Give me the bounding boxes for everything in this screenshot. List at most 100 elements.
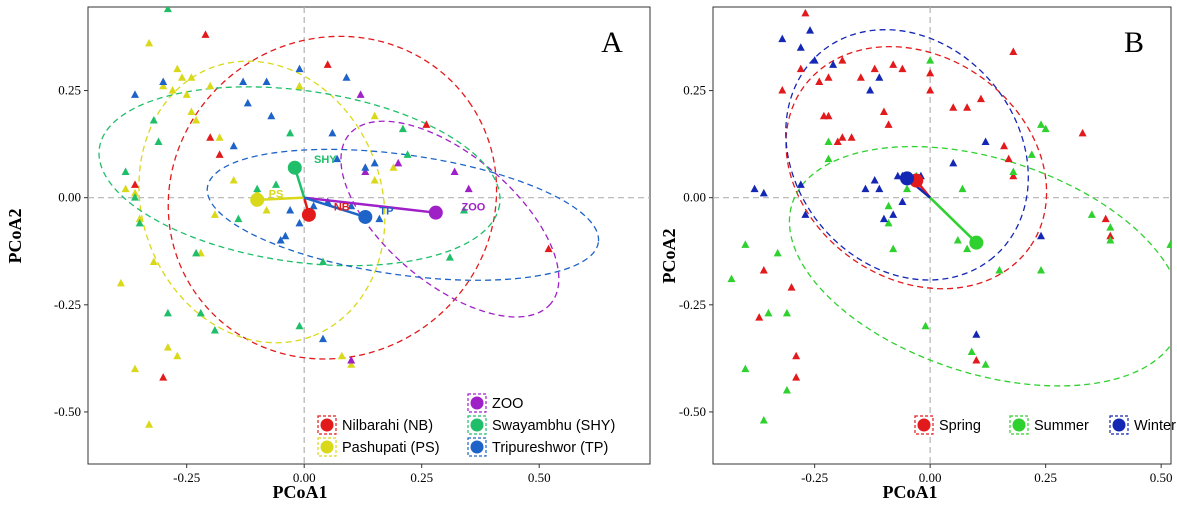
data-point xyxy=(173,64,182,73)
ellipse xyxy=(206,148,600,281)
centroid-marker xyxy=(358,209,373,224)
data-point xyxy=(755,313,764,321)
x-tick-label: 0.25 xyxy=(1034,470,1057,485)
data-point xyxy=(824,111,833,120)
data-point xyxy=(741,364,750,373)
data-point xyxy=(243,98,252,107)
data-point xyxy=(206,81,215,90)
data-point xyxy=(239,77,248,85)
data-point xyxy=(764,308,773,317)
data-point xyxy=(787,283,796,291)
ellipses-a xyxy=(98,35,600,360)
data-point xyxy=(464,184,473,193)
data-point xyxy=(1166,240,1171,248)
data-point xyxy=(824,154,833,163)
data-point xyxy=(967,347,976,355)
data-point xyxy=(782,308,791,317)
data-point xyxy=(810,56,819,64)
data-point xyxy=(149,257,158,265)
reference-lines-a xyxy=(88,7,650,464)
data-point xyxy=(824,137,833,145)
centroid-marker xyxy=(301,207,316,222)
data-point xyxy=(121,167,130,175)
plot-border-b xyxy=(712,6,1172,465)
x-tick-label: 0.50 xyxy=(528,470,551,485)
data-point xyxy=(778,86,787,94)
data-point xyxy=(286,128,295,137)
data-point xyxy=(796,43,805,51)
ellipse xyxy=(340,120,560,318)
data-point xyxy=(229,176,238,184)
x-tick-label: -0.25 xyxy=(801,470,828,485)
centroid-spoke xyxy=(304,196,436,214)
data-point xyxy=(262,77,271,85)
data-point xyxy=(870,176,879,184)
data-point xyxy=(976,94,985,103)
data-point xyxy=(460,206,468,214)
y-tick-label: 0.00 xyxy=(683,190,706,205)
data-point xyxy=(926,68,935,77)
data-point xyxy=(286,206,295,214)
legend-marker xyxy=(1112,418,1126,432)
data-point xyxy=(1041,124,1050,133)
data-point xyxy=(319,257,327,265)
x-tick-label: 0.50 xyxy=(1150,470,1173,485)
y-tick-label: -0.25 xyxy=(54,297,81,312)
data-point xyxy=(782,386,791,394)
data-point xyxy=(921,321,930,330)
data-point xyxy=(727,274,736,283)
centroid-marker xyxy=(969,235,984,250)
data-point xyxy=(187,73,196,81)
legend-label: ZOO xyxy=(492,396,523,412)
data-point xyxy=(875,73,884,81)
data-point xyxy=(229,141,238,150)
centroid-spoke xyxy=(929,196,978,244)
y-tick-label: -0.50 xyxy=(679,404,706,419)
data-point xyxy=(262,206,271,214)
data-point xyxy=(1037,120,1046,128)
data-point xyxy=(154,137,163,145)
data-point xyxy=(159,77,168,85)
data-point xyxy=(866,86,875,94)
data-point xyxy=(544,244,553,253)
ellipse xyxy=(98,86,501,267)
centroid-marker xyxy=(250,192,265,207)
legend-marker xyxy=(917,418,931,432)
x-tick-label: 0.00 xyxy=(919,470,942,485)
data-point xyxy=(801,8,810,17)
data-point xyxy=(963,244,972,253)
data-point xyxy=(759,416,768,424)
data-point xyxy=(163,7,172,13)
data-point xyxy=(778,34,787,43)
y-axis-title-a: PCoA2 xyxy=(5,209,25,264)
data-point xyxy=(187,107,196,115)
data-point xyxy=(347,356,356,364)
reference-lines-b xyxy=(713,7,1171,464)
data-point xyxy=(281,231,290,240)
data-point xyxy=(1009,171,1018,180)
centroid-label: PS xyxy=(269,188,284,200)
data-point xyxy=(1106,231,1115,240)
data-point xyxy=(323,60,332,68)
data-point xyxy=(926,56,935,64)
data-point xyxy=(116,278,125,287)
legend-marker xyxy=(470,440,484,454)
data-point xyxy=(903,184,912,193)
y-tick-label: 0.25 xyxy=(683,83,706,98)
data-point xyxy=(149,116,158,124)
data-point xyxy=(829,60,838,68)
panel-b: -0.25 0.00 0.25 0.50 0.25 0.00 -0.25 -0.50 B PC… xyxy=(659,6,1176,502)
centroid-spoke xyxy=(303,196,366,219)
data-point xyxy=(741,240,750,248)
y-axis-title-b: PCoA2 xyxy=(659,229,679,284)
data-point xyxy=(1027,150,1036,158)
y-tick-label: 0.00 xyxy=(58,190,81,205)
ellipse xyxy=(785,29,1029,281)
data-point xyxy=(796,180,805,188)
data-point xyxy=(953,236,962,244)
centroid-marker xyxy=(287,160,302,175)
data-point xyxy=(949,158,958,167)
centroid-spoke xyxy=(257,196,305,202)
data-point xyxy=(210,326,219,334)
